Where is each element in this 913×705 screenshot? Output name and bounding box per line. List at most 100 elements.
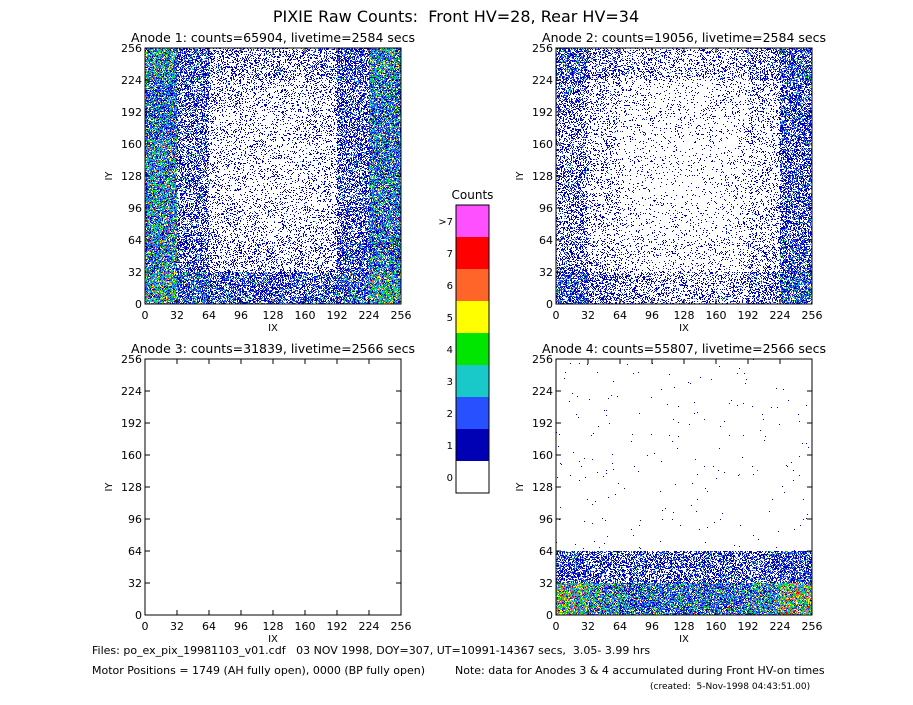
count-pixels <box>699 522 715 543</box>
count-pixels <box>298 139 299 140</box>
count-pixels <box>590 241 619 269</box>
count-pixels <box>177 80 209 112</box>
density-cell <box>794 519 804 551</box>
count-pixels <box>209 272 241 304</box>
y-tick-label: 128 <box>532 481 553 494</box>
count-pixels <box>653 583 683 615</box>
count-pixels <box>624 488 625 489</box>
density-cell <box>145 240 177 272</box>
count-pixels <box>187 212 188 213</box>
x-tick-label: 0 <box>553 620 560 633</box>
count-pixels <box>145 273 175 303</box>
y-tick-label: 96 <box>539 513 553 526</box>
count-pixels <box>722 513 723 514</box>
count-pixels <box>341 221 342 222</box>
density-cell <box>748 240 780 272</box>
count-pixels <box>556 48 587 77</box>
count-pixels <box>591 423 613 455</box>
footer-note: Note: data for Anodes 3 & 4 accumulated … <box>455 664 825 677</box>
count-pixels <box>783 389 784 390</box>
density-cell <box>145 176 177 208</box>
count-pixels <box>224 272 225 273</box>
count-pixels <box>781 583 812 615</box>
count-pixels <box>627 364 639 374</box>
density-cell <box>716 208 748 240</box>
density-cell <box>588 176 620 208</box>
density-cell <box>780 583 812 615</box>
count-pixels <box>556 583 588 615</box>
count-pixels <box>780 112 812 144</box>
count-pixels <box>654 435 679 454</box>
count-pixels <box>722 146 739 172</box>
count-pixels <box>381 240 391 245</box>
count-pixels <box>596 211 597 212</box>
count-pixels <box>177 176 209 208</box>
count-pixels <box>337 80 369 112</box>
density-cell <box>620 208 652 240</box>
density-cell <box>305 176 337 208</box>
count-pixels <box>652 551 684 583</box>
x-tick-label: 256 <box>802 309 823 322</box>
count-pixels <box>305 208 337 240</box>
colorbar-box <box>456 397 489 429</box>
count-pixels <box>653 80 684 112</box>
count-pixels <box>579 229 580 230</box>
count-pixels <box>305 272 337 304</box>
density-cell <box>780 240 812 272</box>
count-pixels <box>757 470 758 471</box>
plot-frame <box>144 358 402 616</box>
count-pixels <box>594 74 595 75</box>
y-tick-label: 32 <box>539 266 553 279</box>
count-pixels <box>634 455 648 472</box>
x-tick-label: 128 <box>674 620 695 633</box>
density-cell <box>369 112 401 144</box>
count-pixels <box>656 215 671 240</box>
count-pixels <box>145 272 177 304</box>
density-cell <box>652 583 684 615</box>
density-cell <box>588 80 620 112</box>
count-pixels <box>177 272 209 304</box>
count-pixels <box>716 551 748 583</box>
panel-title: Anode 1: counts=65904, livetime=2584 sec… <box>131 30 415 45</box>
count-pixels <box>145 144 173 174</box>
density-cell <box>652 210 683 240</box>
count-pixels <box>753 359 777 389</box>
count-pixels <box>273 144 305 176</box>
density-cell <box>620 583 652 615</box>
count-pixels <box>177 176 209 208</box>
count-pixels <box>684 208 716 240</box>
count-pixels <box>716 272 748 304</box>
count-pixels <box>710 145 715 162</box>
count-pixels <box>350 86 351 87</box>
colorbar-label: 3 <box>447 377 453 388</box>
count-pixels <box>685 48 714 80</box>
count-pixels <box>177 113 209 142</box>
density-cell <box>556 80 588 112</box>
x-tick-label: 0 <box>142 309 149 322</box>
count-pixels <box>620 113 647 136</box>
count-pixels <box>556 176 588 208</box>
count-pixels <box>684 48 716 80</box>
y-tick-label: 0 <box>135 609 142 622</box>
density-cell <box>209 80 241 112</box>
count-pixels <box>597 372 614 382</box>
density-cell <box>716 457 743 479</box>
x-tick-label: 256 <box>802 620 823 633</box>
count-pixels <box>780 80 810 112</box>
count-pixels <box>341 188 342 189</box>
count-pixels <box>273 112 305 144</box>
count-pixels <box>780 80 812 112</box>
count-pixels <box>556 583 588 615</box>
count-pixels <box>588 144 620 176</box>
density-cell <box>627 364 639 374</box>
density-cell <box>667 404 679 423</box>
count-pixels <box>588 112 620 144</box>
count-pixels <box>556 551 588 583</box>
count-pixels <box>661 461 676 485</box>
x-tick-label: 64 <box>202 309 216 322</box>
count-pixels <box>592 494 616 519</box>
count-pixels <box>652 552 683 582</box>
count-pixels <box>273 208 305 240</box>
count-pixels <box>145 240 177 272</box>
density-cell <box>753 531 779 548</box>
